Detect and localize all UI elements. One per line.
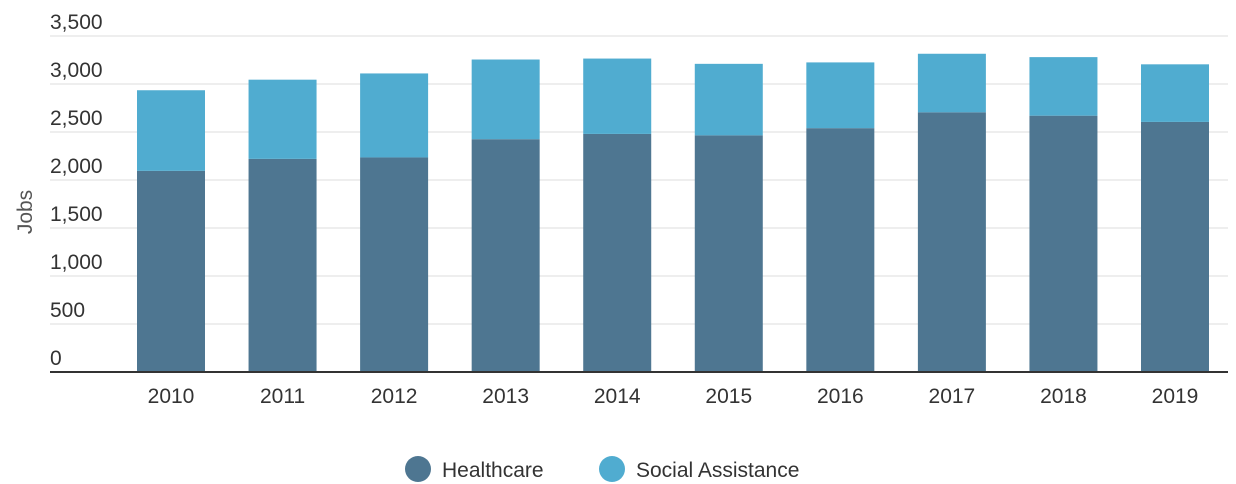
x-tick-label: 2012 [371,385,418,408]
bar-social-assistance-2015 [694,63,763,136]
x-tick-label: 2018 [1040,385,1087,408]
bar-social-assistance-2011 [248,79,317,159]
bar-healthcare-2013 [471,139,540,372]
bar-healthcare-2012 [360,157,429,372]
x-tick-label: 2014 [594,385,641,408]
bar-healthcare-2014 [583,133,652,372]
y-tick-label: 500 [50,299,85,322]
x-tick-label: 2016 [817,385,864,408]
legend-swatch-healthcare [405,456,431,482]
bar-social-assistance-2016 [806,62,875,129]
y-axis-title: Jobs [14,190,37,234]
y-tick-label: 1,000 [50,251,103,274]
y-axis-ticks: 0 500 1,000 1,500 2,000 2,500 3,000 3,500 [50,11,103,370]
bars [137,53,1209,373]
y-tick-label: 2,000 [50,155,103,178]
bar-social-assistance-2017 [917,53,986,113]
y-tick-label: 3,500 [50,11,103,34]
x-tick-label: 2013 [482,385,529,408]
legend-label-healthcare: Healthcare [442,459,544,482]
legend-swatch-social-assistance [599,456,625,482]
bar-healthcare-2010 [137,170,205,372]
bar-healthcare-2016 [806,128,875,372]
y-tick-label: 0 [50,347,62,370]
legend: Healthcare Social Assistance [405,456,799,482]
bar-social-assistance-2012 [360,73,429,158]
bar-healthcare-2015 [694,135,763,372]
bar-healthcare-2018 [1029,115,1098,373]
bar-healthcare-2019 [1141,121,1209,372]
y-tick-label: 2,500 [50,107,103,130]
bar-social-assistance-2018 [1029,57,1098,116]
x-tick-label: 2011 [260,385,305,408]
x-tick-label: 2019 [1152,385,1199,408]
legend-label-social-assistance: Social Assistance [636,459,799,482]
bar-healthcare-2011 [248,158,317,372]
bar-social-assistance-2019 [1141,64,1209,122]
x-tick-label: 2015 [705,385,752,408]
bar-healthcare-2017 [917,112,986,372]
x-tick-label: 2017 [929,385,976,408]
y-tick-label: 1,500 [50,203,103,226]
bar-social-assistance-2014 [583,58,652,134]
bar-social-assistance-2010 [137,90,205,171]
x-tick-label: 2010 [148,385,195,408]
x-axis-ticks: 2010 2011 2012 2013 2014 2015 2016 2017 2018 2019 [148,385,1199,408]
bar-social-assistance-2013 [471,59,540,140]
y-tick-label: 3,000 [50,59,103,82]
